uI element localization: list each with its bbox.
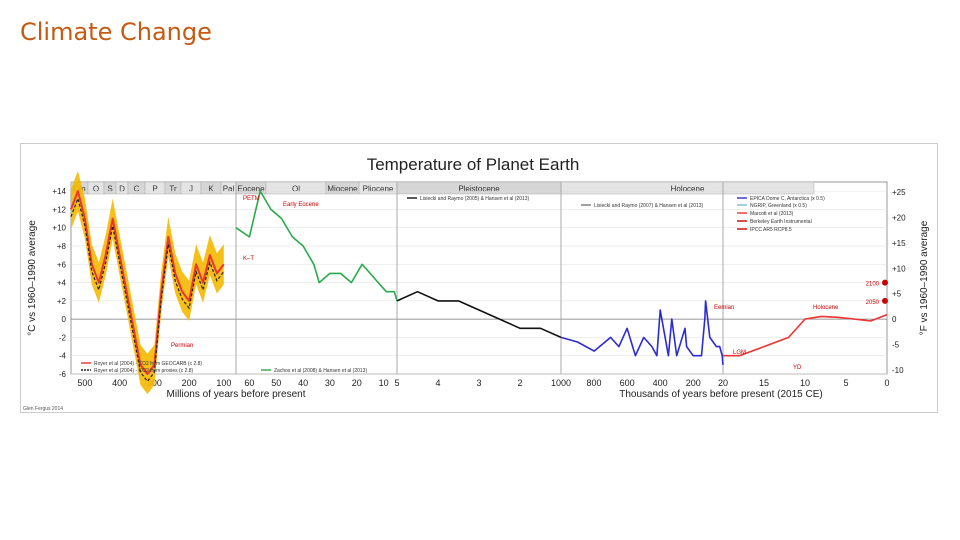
period-label: Tr [169, 185, 177, 194]
legend-entry: Marcott et al (2013) [750, 211, 794, 217]
series-line [723, 313, 888, 357]
legend-entry: Berkeley Earth Instrumental [750, 219, 812, 225]
legend-entry: IPCC AR5 RCP8.5 [750, 227, 792, 233]
period-label: Pal [223, 185, 235, 194]
x-tick-label: 20 [718, 378, 728, 388]
period-label: S [107, 185, 112, 194]
projection-label: 2050 [866, 300, 880, 306]
x-tick-label: 400 [112, 378, 127, 388]
x-tick-label: 60 [244, 378, 254, 388]
x-tick-label: 5 [843, 378, 848, 388]
projection-label: 2100 [866, 282, 880, 288]
uncertainty-band [71, 171, 224, 395]
y-tick-right: +25 [892, 188, 906, 197]
x-tick-label: 3 [476, 378, 481, 388]
chart-title: Temperature of Planet Earth [367, 155, 580, 174]
x-tick-label: 200 [686, 378, 701, 388]
y-tick-left: -6 [59, 370, 67, 379]
x-tick-label: 100 [216, 378, 231, 388]
y-tick-left: 0 [62, 315, 67, 324]
period-label: Holocene [671, 185, 705, 194]
period-label: D [119, 185, 125, 194]
x-axis-label-left: Millions of years before present [167, 389, 306, 400]
legend-entry: Lisiecki and Raymo (2007) & Hansen et al… [594, 203, 704, 209]
x-tick-label: 0 [884, 378, 889, 388]
period-label: K [208, 185, 214, 194]
projection-point [882, 279, 888, 286]
y-tick-right: +10 [892, 264, 906, 273]
y-tick-right: -5 [892, 341, 900, 350]
series-line [396, 290, 562, 339]
annotation: Eemian [714, 305, 734, 311]
annotation: Holocene [813, 305, 839, 311]
y-tick-right: +20 [892, 214, 906, 223]
period-label: Eocene [237, 185, 265, 194]
y-tick-right: -10 [892, 366, 904, 375]
period-label: O [93, 185, 99, 194]
y-axis-label-left: °C vs 1960–1990 average [27, 220, 38, 336]
x-tick-label: 5 [394, 378, 399, 388]
annotation: Early Eocene [283, 202, 319, 208]
projection-point [882, 297, 888, 304]
period-label: Miocene [327, 185, 358, 194]
chart-figure: Temperature of Planet EarthCmOSDCPTrJKPa… [20, 143, 938, 413]
slide-title: Climate Change [20, 18, 212, 46]
y-tick-right: +5 [892, 290, 902, 299]
series-line [560, 300, 724, 365]
series-line [235, 190, 398, 302]
x-tick-label: 4 [435, 378, 440, 388]
x-tick-label: 600 [620, 378, 635, 388]
x-tick-label: 400 [653, 378, 668, 388]
legend-entry: Royer et al (2004) - CO2 from proxies (c… [94, 368, 194, 374]
y-tick-left: +14 [52, 187, 66, 196]
x-tick-label: 2 [517, 378, 522, 388]
period-label: C [134, 185, 140, 194]
legend-entry: Royer et al (2004) - CO2 from GEOCARB (c… [94, 361, 202, 367]
legend-entry: Lisiecki and Raymo (2005) & Hansen et al… [420, 196, 530, 202]
y-tick-right: 0 [892, 315, 897, 324]
y-tick-left: +6 [57, 260, 67, 269]
x-tick-label: 200 [182, 378, 197, 388]
series-line [70, 190, 225, 375]
y-tick-left: +12 [52, 205, 66, 214]
y-tick-right: +15 [892, 239, 906, 248]
annotation: LGM [733, 350, 746, 356]
period-label: Ol [292, 185, 300, 194]
x-axis-label-right: Thousands of years before present (2015 … [619, 389, 822, 400]
legend-entry: NGRIP, Greenland (x 0.5) [750, 203, 807, 209]
annotation: Permian [171, 343, 193, 349]
x-tick-label: 10 [800, 378, 810, 388]
legend-entry: Zachos et al (2008) & Hansen et al (2013… [274, 368, 367, 374]
period-label: J [189, 185, 193, 194]
chart-credit: Glen Fergus 2014 [23, 406, 64, 412]
x-tick-label: 500 [77, 378, 92, 388]
x-tick-label: 50 [271, 378, 281, 388]
y-tick-left: +10 [52, 224, 66, 233]
period-label: P [152, 185, 157, 194]
y-tick-left: +4 [57, 279, 67, 288]
period-label: Pleistocene [458, 185, 500, 194]
y-tick-left: +2 [57, 297, 67, 306]
x-tick-label: 800 [587, 378, 602, 388]
x-tick-label: 40 [298, 378, 308, 388]
y-tick-left: +8 [57, 242, 67, 251]
y-tick-left: -4 [59, 352, 67, 361]
annotation: K–T [243, 256, 254, 262]
series-line-proxies [70, 196, 225, 383]
annotation: PETM [243, 196, 260, 202]
x-tick-label: 10 [379, 378, 389, 388]
x-tick-label: 15 [759, 378, 769, 388]
y-tick-left: -2 [59, 333, 67, 342]
x-tick-label: 20 [352, 378, 362, 388]
annotation: YD [793, 365, 802, 371]
x-tick-label: 30 [325, 378, 335, 388]
y-axis-label-right: °F vs 1960–1990 average [919, 220, 930, 335]
temperature-chart: Temperature of Planet EarthCmOSDCPTrJKPa… [27, 155, 930, 400]
x-tick-label: 1000 [551, 378, 571, 388]
period-label: Pliocene [363, 185, 394, 194]
legend-entry: EPICA Dome C, Antarctica (x 0.5) [750, 196, 825, 202]
